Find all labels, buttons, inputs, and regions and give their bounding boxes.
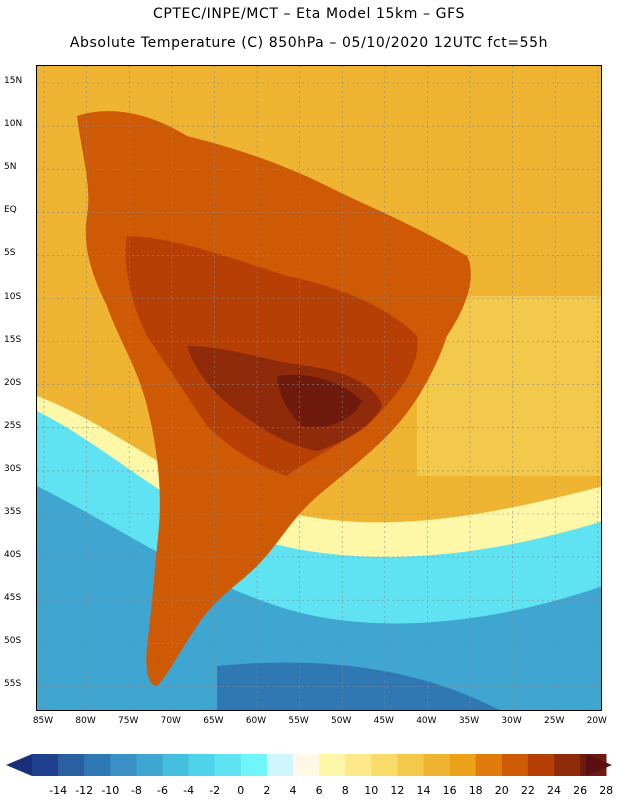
color-scale-swatch [32, 754, 59, 776]
longitude-label: 50W [331, 716, 352, 726]
longitude-label: 65W [203, 716, 224, 726]
longitude-label: 70W [160, 716, 181, 726]
longitude-label: 55W [288, 716, 309, 726]
color-scale-swatch [371, 754, 398, 776]
latitude-label: 5S [4, 248, 16, 259]
latitude-label: 25S [4, 420, 22, 431]
latitude-label: 55S [4, 679, 22, 690]
color-scale-label: 12 [390, 784, 405, 797]
color-scale-swatch [266, 754, 294, 776]
color-scale-swatch [110, 754, 137, 776]
color-scale-label: 10 [364, 784, 379, 797]
color-scale-swatch [136, 754, 163, 776]
latitude-label: 10S [4, 291, 22, 302]
longitude-label: 40W [416, 716, 437, 726]
color-scale-label: 8 [341, 784, 349, 797]
color-scale-swatch [345, 754, 372, 776]
color-scale-label: 0 [237, 784, 245, 797]
color-scale-bar [6, 754, 612, 776]
color-scale-label: 28 [599, 784, 614, 797]
color-scale-label: -10 [101, 784, 120, 797]
map-title-line2: Absolute Temperature (C) 850hPa – 05/10/… [69, 35, 549, 51]
color-scale-swatch [554, 754, 581, 776]
latitude-label: EQ [4, 205, 17, 216]
color-scale-label: 24 [547, 784, 561, 797]
color-scale-swatch [319, 754, 346, 776]
color-scale-swatch [475, 754, 503, 776]
longitude-label: 75W [118, 716, 139, 726]
color-scale-swatch [397, 754, 424, 776]
longitude-label: 60W [245, 716, 267, 726]
color-scale-label: -4 [183, 784, 195, 797]
longitude-label: 25W [544, 716, 565, 726]
color-scale-label: 22 [520, 784, 535, 797]
longitude-label: 30W [501, 716, 522, 726]
color-scale-label: 20 [494, 784, 509, 797]
latitude-label: 35S [4, 507, 22, 517]
latitude-label: 50S [4, 636, 22, 647]
color-scale-label: 18 [468, 784, 483, 797]
temperature-map [36, 65, 602, 711]
color-scale-label: 6 [315, 784, 323, 797]
color-scale-label: -14 [49, 784, 68, 797]
color-scale-swatch [84, 754, 111, 776]
map-grid [37, 66, 601, 710]
color-scale-swatch [501, 754, 529, 776]
latitude-label: 15S [4, 334, 22, 345]
longitude-label: 35W [458, 716, 480, 726]
color-scale-label: 2 [263, 784, 271, 797]
latitude-label: 20S [4, 377, 22, 388]
color-scale-swatch [527, 754, 555, 776]
color-scale-label: -12 [75, 784, 94, 797]
color-scale-swatch [58, 754, 85, 776]
latitude-label: 40S [4, 550, 22, 561]
map-title-line1: CPTEC/INPE/MCT – Eta Model 15km – GFS [152, 6, 466, 22]
continent-hottest [277, 374, 362, 428]
latitude-label: 10N [4, 119, 23, 130]
longitude-label: 80W [75, 716, 96, 726]
color-scale-swatch [293, 754, 320, 776]
color-scale-swatch [449, 754, 476, 776]
latitude-label: 15N [4, 76, 23, 86]
color-scale-label: 14 [416, 784, 431, 797]
color-scale-label: -6 [157, 784, 168, 797]
latitude-label: 30S [4, 463, 22, 474]
color-scale-label: 26 [573, 784, 588, 797]
color-scale-swatch [240, 754, 268, 776]
color-scale-label: -8 [130, 784, 142, 797]
color-scale-label: 4 [289, 784, 297, 797]
color-scale-swatch [188, 754, 215, 776]
longitude-label: 20W [586, 716, 607, 726]
color-scale-swatch [214, 754, 242, 776]
color-scale-label: -2 [209, 784, 221, 797]
latitude-label: 45S [4, 593, 22, 604]
color-scale-label: 16 [442, 784, 457, 797]
color-scale-swatch [162, 754, 189, 776]
longitude-label: 45W [373, 716, 394, 726]
color-scale-swatch [423, 754, 450, 776]
triangle-right-icon [586, 754, 612, 776]
latitude-label: 5N [4, 162, 17, 173]
map-canvas [37, 66, 601, 710]
triangle-left-icon [6, 754, 32, 776]
longitude-label: 85W [32, 716, 54, 726]
